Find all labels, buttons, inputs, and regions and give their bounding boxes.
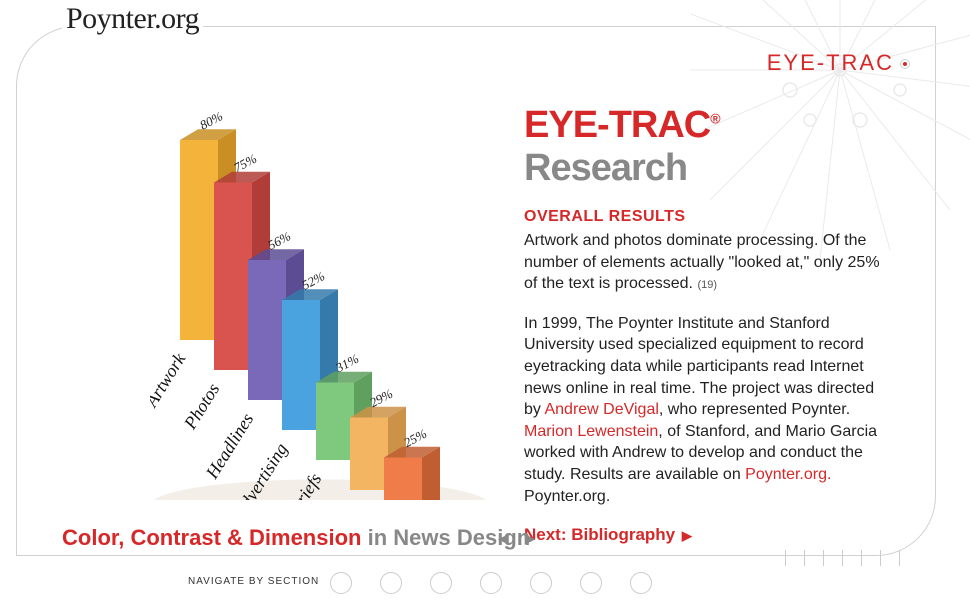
subhead: OVERALL RESULTS: [524, 208, 884, 226]
chevron-right-icon: ▶: [682, 528, 692, 543]
article-body: EYE-TRAC® Research OVERALL RESULTS Artwo…: [524, 104, 884, 545]
corner-label-text: EYE-TRAC: [767, 50, 894, 75]
nav-section-dot[interactable]: [430, 572, 452, 594]
svg-text:Artwork: Artwork: [150, 349, 190, 411]
nav-section-dot[interactable]: [580, 572, 602, 594]
footer-tick: [804, 550, 805, 566]
svg-text:Photos: Photos: [179, 380, 223, 434]
corner-dot-icon: [900, 59, 910, 69]
nav-section-dots: [330, 572, 652, 594]
nav-section-dot[interactable]: [630, 572, 652, 594]
next-label: Next: Bibliography: [524, 525, 675, 544]
nav-section-dot[interactable]: [330, 572, 352, 594]
footer-tick: [899, 550, 900, 566]
para1-cite: (19): [697, 279, 717, 291]
footer-pager: ◀ ▶: [496, 530, 541, 547]
footer-tick: [823, 550, 824, 566]
footer-tick: [861, 550, 862, 566]
footer-tick: [880, 550, 881, 566]
footer-tick: [842, 550, 843, 566]
next-page-button[interactable]: ▶: [523, 530, 542, 546]
heading-word: Research: [524, 147, 687, 189]
bar-chart: 80%Artwork75%Photos56%Headlines52%Advert…: [150, 80, 490, 500]
footer-tick-marks: [785, 550, 900, 566]
heading-brand: EYE-TRAC: [524, 104, 710, 146]
paragraph-1: Artwork and photos dominate processing. …: [524, 230, 884, 295]
corner-label: EYE-TRAC: [767, 50, 910, 76]
paragraph-2: In 1999, The Poynter Institute and Stanf…: [524, 313, 884, 507]
next-link[interactable]: Next: Bibliography ▶: [524, 525, 884, 545]
article-heading: EYE-TRAC® Research: [524, 104, 884, 190]
link-andrew-devigal[interactable]: Andrew DeVigal: [544, 401, 658, 418]
para2-tail: Poynter.org.: [524, 488, 610, 505]
nav-section-label: NAVIGATE BY SECTION: [188, 576, 319, 587]
nav-section-dot[interactable]: [480, 572, 502, 594]
link-marion-lewenstein[interactable]: Marion Lewenstein: [524, 423, 658, 440]
link-poynter-org[interactable]: Poynter.org.: [745, 466, 831, 483]
svg-text:80%: 80%: [197, 108, 225, 133]
svg-text:Headlines: Headlines: [201, 410, 257, 483]
footer-title: Color, Contrast & Dimension in News Desi…: [62, 525, 530, 551]
footer-tick: [785, 550, 786, 566]
heading-registered: ®: [710, 110, 719, 126]
footer-title-red: Color, Contrast & Dimension: [62, 525, 361, 550]
nav-section-dot[interactable]: [380, 572, 402, 594]
site-logo[interactable]: Poynter.org: [62, 2, 203, 36]
nav-section-dot[interactable]: [530, 572, 552, 594]
para2-mid1: , who represented Poynter.: [659, 401, 850, 418]
prev-page-button[interactable]: ◀: [496, 530, 515, 546]
